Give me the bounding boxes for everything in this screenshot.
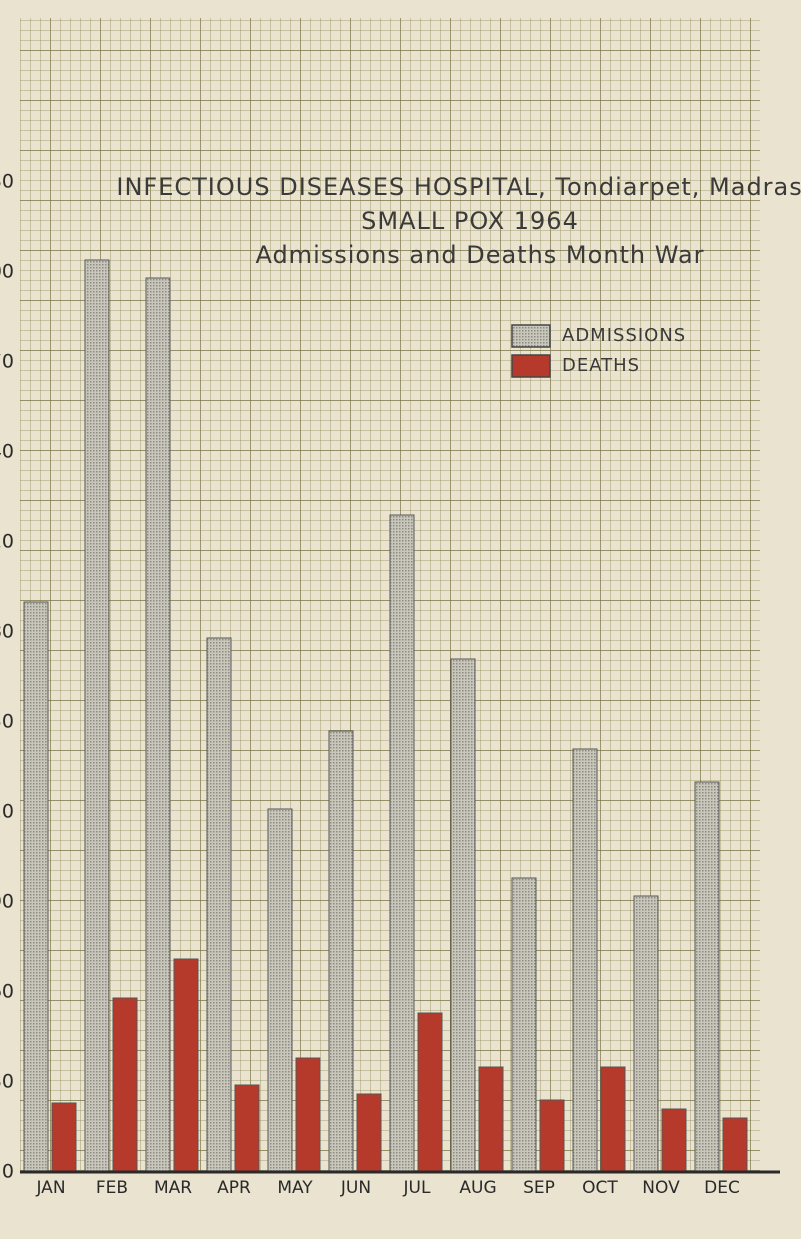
y-tick-label: 240 [0,441,14,463]
admissions-bar [206,637,232,1173]
chart-subtitle: SMALL POX 1964 [361,207,579,235]
admissions-bar [450,658,476,1173]
deaths-bar [51,1102,77,1173]
admissions-bar [633,895,659,1173]
admissions-bar [23,601,49,1173]
x-tick-label: JAN [35,1178,65,1198]
deaths-bar [234,1084,260,1173]
deaths-bar [661,1108,687,1173]
admissions-bar [694,781,720,1173]
deaths-bar [722,1117,748,1173]
x-tick-label: NOV [642,1178,680,1198]
deaths-bar [600,1066,626,1173]
admissions-bar [145,277,171,1173]
x-tick-label: MAR [154,1178,192,1198]
y-tick-label: 180 [0,621,14,643]
legend-swatch [511,354,551,378]
x-tick-label: OCT [582,1178,618,1198]
deaths-bar [417,1012,443,1173]
x-tick-label: AUG [459,1178,496,1198]
x-tick-label: SEP [523,1178,555,1198]
y-tick-label: 120 [0,801,14,823]
y-tick-label: 270 [0,351,14,373]
legend-label: DEATHS [562,355,640,376]
deaths-bar [295,1057,321,1173]
admissions-bar [572,748,598,1173]
chart-title: INFECTIOUS DISEASES HOSPITAL, Tondiarpet… [116,173,801,201]
x-tick-label: JUL [403,1178,431,1198]
y-tick-label: 90 [0,891,14,913]
deaths-bar [539,1099,565,1173]
x-tick-label: DEC [704,1178,740,1198]
legend-swatch [511,324,551,348]
admissions-bar [328,730,354,1173]
admissions-bar [389,514,415,1173]
deaths-bar [356,1093,382,1173]
y-tick-label: 330 [0,171,14,193]
y-tick-label: 0 [2,1161,14,1183]
chart-caption: Admissions and Deaths Month War [255,241,704,269]
admissions-bar [267,808,293,1173]
deaths-bar [112,997,138,1173]
y-tick-label: 30 [0,1071,14,1093]
admissions-bar [84,259,110,1173]
admissions-bar [511,877,537,1173]
deaths-bar [173,958,199,1173]
x-tick-label: FEB [96,1178,128,1198]
y-tick-label: 60 [0,981,14,1003]
y-tick-label: 150 [0,711,14,733]
deaths-bar [478,1066,504,1173]
x-tick-label: APR [217,1178,251,1198]
y-tick-label: 210 [0,531,14,553]
x-tick-label: JUN [340,1178,371,1198]
x-tick-label: MAY [277,1178,313,1198]
y-tick-label: 300 [0,261,14,283]
legend-label: ADMISSIONS [562,325,686,346]
